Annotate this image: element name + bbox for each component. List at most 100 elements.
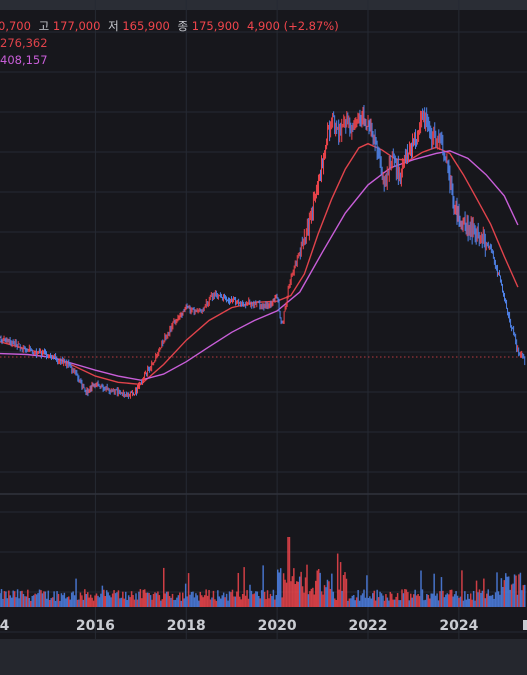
volume-bar xyxy=(404,589,406,607)
volume-bar xyxy=(449,589,451,607)
volume-bar xyxy=(423,600,425,607)
volume-bar xyxy=(342,575,345,607)
volume-bar xyxy=(307,594,310,607)
volume-bar xyxy=(285,582,288,607)
volume-bar xyxy=(287,537,289,607)
volume-bar xyxy=(27,589,29,607)
volume-bar xyxy=(157,591,159,607)
volume-bar xyxy=(334,598,336,607)
volume-bar xyxy=(464,591,466,607)
volume-bar xyxy=(278,572,280,607)
volume-bar xyxy=(500,578,503,607)
volume-bar xyxy=(358,600,361,607)
volume-bar xyxy=(469,593,472,607)
volume-bar xyxy=(483,578,485,607)
volume-bar xyxy=(203,595,206,607)
volume-bar xyxy=(291,576,294,607)
volume-bar xyxy=(13,591,16,607)
volume-bar xyxy=(522,585,525,607)
volume-bar xyxy=(411,597,413,607)
volume-bar xyxy=(478,589,481,607)
volume-bar xyxy=(51,597,54,607)
volume-bar xyxy=(214,599,216,607)
volume-bar xyxy=(69,599,71,607)
volume-bar xyxy=(10,597,13,607)
volume-bar xyxy=(220,598,222,607)
volume-bar xyxy=(260,590,263,607)
volume-bar xyxy=(95,593,98,607)
volume-bar xyxy=(110,597,112,607)
volume-bar xyxy=(370,598,373,607)
volume-bar xyxy=(18,598,20,607)
volume-bar xyxy=(246,590,248,607)
volume-bar xyxy=(507,576,510,607)
volume-bar xyxy=(271,596,273,607)
volume-bar xyxy=(5,591,7,607)
volume-bar xyxy=(135,593,137,607)
volume-bar xyxy=(139,589,142,607)
volume-bar xyxy=(12,590,14,607)
volume-bar xyxy=(284,579,286,607)
x-tick-label: 2018 xyxy=(167,618,206,634)
volume-bar xyxy=(481,590,484,607)
volume-bar xyxy=(183,598,185,607)
volume-bar xyxy=(421,589,424,607)
volume-bar xyxy=(353,595,355,607)
volume-bar xyxy=(256,591,259,607)
volume-bar xyxy=(414,589,416,607)
volume-bar xyxy=(259,598,261,607)
volume-bar xyxy=(459,596,462,607)
volume-bar xyxy=(136,599,139,607)
volume-bar xyxy=(228,591,231,607)
volume-bar xyxy=(296,581,298,607)
volume-bar xyxy=(275,595,278,607)
volume-bar xyxy=(179,592,181,607)
volume-bar xyxy=(442,590,444,607)
volume-bar xyxy=(104,596,107,607)
volume-bar xyxy=(316,570,318,607)
top-toolbar-strip xyxy=(0,0,527,10)
volume-bar xyxy=(506,576,508,607)
volume-bar xyxy=(233,596,235,607)
volume-bar xyxy=(91,597,93,607)
volume-bar xyxy=(455,591,457,607)
time-axis-footer xyxy=(0,639,527,675)
volume-bar xyxy=(474,600,476,607)
volume-bar xyxy=(300,571,302,607)
volume-bar xyxy=(263,591,266,607)
volume-bar xyxy=(15,597,17,607)
volume-bar xyxy=(9,595,12,607)
volume-bar xyxy=(19,591,22,607)
volume-bar xyxy=(3,591,6,607)
volume-bar xyxy=(502,586,504,607)
volume-bar xyxy=(138,591,140,607)
volume-bar xyxy=(154,592,156,607)
volume-bar xyxy=(513,574,516,607)
x-tick-label: 2016 xyxy=(76,618,115,634)
volume-bar xyxy=(75,578,77,607)
volume-bar xyxy=(21,590,23,607)
volume-bar xyxy=(429,598,431,607)
volume-bar xyxy=(426,594,428,607)
volume-bar xyxy=(116,592,118,607)
volume-bar xyxy=(94,595,96,607)
volume-bar xyxy=(382,595,384,607)
volume-bar xyxy=(402,593,405,607)
legend-high-value: 177,000 xyxy=(53,19,101,33)
volume-bar xyxy=(119,598,121,607)
volume-bar xyxy=(303,592,305,607)
volume-bar xyxy=(309,591,311,607)
volume-bar xyxy=(440,577,443,607)
volume-bar xyxy=(182,592,184,607)
volume-bar xyxy=(351,595,354,607)
volume-bar xyxy=(448,594,450,607)
volume-bar xyxy=(439,591,441,607)
volume-bar xyxy=(430,593,432,607)
legend-ma-short-value: 276,362 xyxy=(0,36,48,50)
volume-bar xyxy=(519,572,522,607)
volume-bar xyxy=(122,591,124,607)
volume-bar xyxy=(410,593,412,607)
volume-bar xyxy=(293,568,295,607)
